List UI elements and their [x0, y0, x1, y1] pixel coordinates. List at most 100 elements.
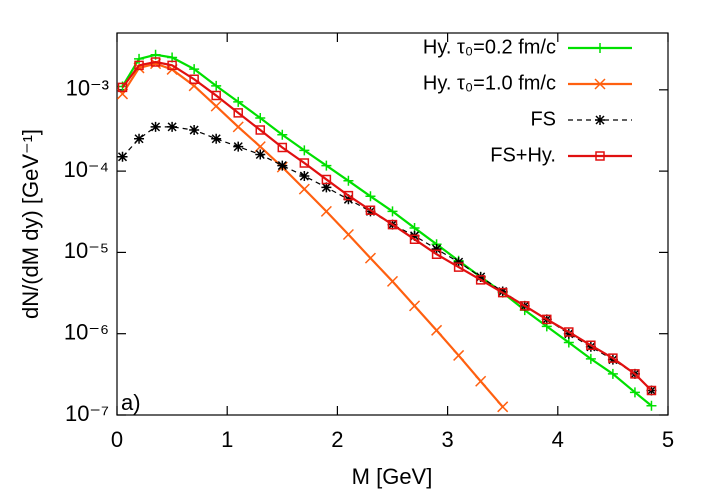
- marker: [189, 74, 199, 84]
- series: [117, 121, 657, 396]
- marker: [409, 300, 421, 312]
- x-tick-label: 1: [221, 427, 233, 452]
- marker: [342, 228, 354, 241]
- series: [117, 57, 657, 396]
- legend-label: Hy. τ₀=0.2 fm/c: [423, 36, 556, 58]
- series: [117, 49, 657, 411]
- marker: [387, 206, 398, 217]
- marker: [386, 275, 399, 287]
- marker: [585, 341, 596, 352]
- marker: [211, 133, 222, 144]
- y-tick-label: 10⁻⁴: [63, 157, 109, 182]
- y-tick-label: 10⁻⁶: [64, 320, 109, 345]
- marker: [542, 314, 552, 325]
- x-axis-label: M [GeV]: [352, 464, 433, 489]
- marker: [277, 160, 288, 171]
- series-line: [121, 62, 504, 408]
- marker: [134, 60, 144, 71]
- marker: [117, 151, 128, 162]
- x-tick-label: 4: [552, 427, 564, 452]
- marker: [134, 133, 145, 144]
- legend-label: FS+Hy.: [490, 144, 556, 166]
- marker: [629, 387, 640, 398]
- marker: [343, 190, 354, 201]
- annotation: a): [121, 390, 141, 415]
- marker: [255, 125, 266, 135]
- marker: [277, 129, 288, 140]
- x-tick-label: 2: [331, 427, 343, 452]
- marker: [233, 108, 243, 118]
- marker: [453, 257, 464, 268]
- marker: [563, 337, 574, 348]
- marker: [595, 43, 605, 53]
- y-axis-label: dN/(dM dy) [GeV⁻¹]: [18, 129, 43, 319]
- marker: [299, 171, 310, 182]
- marker: [409, 234, 420, 245]
- marker: [232, 121, 244, 133]
- marker: [255, 113, 266, 124]
- x-tick-label: 5: [662, 427, 674, 452]
- marker: [321, 160, 332, 171]
- marker: [299, 158, 310, 168]
- series-line: [121, 60, 653, 392]
- marker: [646, 400, 657, 411]
- y-tick-label: 10⁻³: [66, 76, 109, 101]
- marker: [564, 327, 574, 337]
- legend-label: FS: [530, 108, 556, 130]
- marker: [167, 60, 177, 71]
- x-tick-label: 3: [441, 427, 453, 452]
- marker: [607, 354, 618, 365]
- marker: [431, 324, 443, 336]
- marker: [630, 369, 640, 379]
- marker: [343, 175, 354, 186]
- marker: [277, 142, 288, 153]
- marker: [608, 353, 618, 363]
- marker: [563, 328, 574, 339]
- marker: [189, 64, 200, 75]
- marker: [117, 82, 128, 93]
- marker: [646, 385, 657, 396]
- marker: [233, 141, 244, 152]
- marker: [431, 249, 442, 259]
- plot-frame: [116, 32, 669, 416]
- marker: [211, 80, 222, 91]
- marker: [298, 183, 310, 195]
- marker: [150, 121, 161, 132]
- marker: [595, 115, 605, 125]
- series-line: [122, 126, 652, 391]
- y-tick-label: 10⁻⁵: [64, 238, 109, 263]
- marker: [365, 205, 376, 216]
- marker: [364, 252, 376, 264]
- y-tick-label: 10⁻⁷: [65, 401, 109, 426]
- marker: [320, 205, 332, 217]
- marker: [594, 78, 606, 90]
- marker: [475, 271, 486, 282]
- marker: [475, 375, 487, 387]
- marker: [497, 287, 508, 298]
- marker: [453, 262, 464, 272]
- marker: [321, 182, 332, 193]
- marker: [321, 174, 332, 185]
- marker: [134, 53, 145, 64]
- marker: [299, 145, 310, 156]
- marker: [586, 340, 596, 351]
- marker: [254, 141, 266, 153]
- marker: [595, 151, 605, 161]
- marker: [167, 121, 178, 132]
- series-line: [121, 53, 653, 407]
- legend-label: Hy. τ₀=1.0 fm/c: [423, 72, 556, 94]
- marker: [365, 191, 376, 202]
- marker: [150, 57, 161, 67]
- marker: [585, 353, 596, 364]
- marker: [475, 275, 486, 285]
- marker: [210, 100, 222, 112]
- marker: [519, 301, 530, 311]
- marker: [189, 125, 200, 136]
- series: [116, 58, 509, 413]
- marker: [431, 244, 442, 255]
- marker: [607, 368, 618, 379]
- marker: [497, 401, 509, 413]
- marker: [387, 219, 398, 230]
- marker: [233, 96, 244, 107]
